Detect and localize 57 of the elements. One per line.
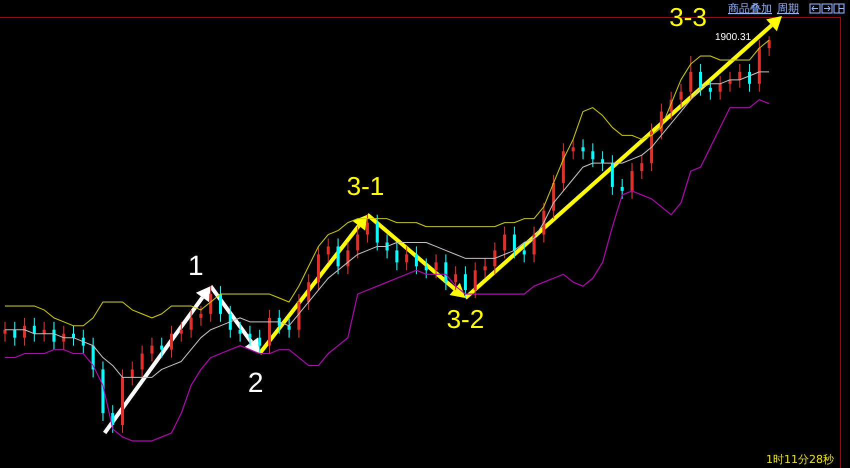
candlestick bbox=[190, 309, 193, 338]
candlestick bbox=[640, 154, 644, 180]
annotation: 1 bbox=[188, 250, 204, 281]
candlestick bbox=[248, 325, 252, 346]
candlestick bbox=[493, 242, 496, 275]
candlestick bbox=[474, 262, 477, 299]
candlestick bbox=[326, 238, 330, 263]
candlestick bbox=[434, 254, 438, 279]
annotation: 1900.31 bbox=[714, 32, 752, 44]
candlestick bbox=[356, 226, 360, 259]
candlestick bbox=[679, 83, 682, 108]
candlestick bbox=[689, 56, 692, 100]
candlestick bbox=[454, 266, 458, 291]
candlestick bbox=[522, 242, 526, 263]
candlestick bbox=[307, 274, 310, 310]
candlestick bbox=[610, 154, 614, 196]
candlestick bbox=[199, 305, 202, 326]
text: 商品叠加 bbox=[728, 2, 772, 15]
candlestick bbox=[376, 214, 379, 251]
candlestick bbox=[130, 360, 134, 386]
candlestick bbox=[288, 317, 291, 338]
candlestick bbox=[72, 325, 76, 346]
candlestick bbox=[346, 242, 350, 275]
candlestick bbox=[768, 36, 771, 57]
candlestick bbox=[336, 238, 340, 275]
candlestick bbox=[209, 286, 212, 322]
candlestick bbox=[414, 246, 418, 275]
candlestick bbox=[405, 246, 408, 271]
candlestick bbox=[620, 178, 624, 200]
candlestick bbox=[366, 214, 369, 243]
candlestick bbox=[150, 337, 154, 362]
candlestick bbox=[160, 337, 164, 358]
candlestick bbox=[258, 329, 262, 354]
candlestick bbox=[395, 242, 398, 271]
candlestick bbox=[748, 63, 752, 92]
candlestick bbox=[532, 226, 536, 263]
annotation: 3-2 bbox=[446, 304, 484, 334]
candlestick bbox=[660, 103, 663, 140]
candlestick bbox=[444, 254, 448, 291]
text: 周期 bbox=[777, 2, 799, 15]
candlestick bbox=[542, 202, 546, 243]
candlestick bbox=[218, 286, 222, 322]
candlestick bbox=[140, 345, 144, 378]
candlestick bbox=[591, 142, 594, 168]
candlestick bbox=[512, 226, 516, 259]
annotation: 3-1 bbox=[346, 171, 384, 201]
candlestick bbox=[228, 305, 232, 338]
candlestick bbox=[738, 63, 742, 88]
candlestick bbox=[699, 63, 702, 96]
candlestick bbox=[718, 75, 722, 100]
candlestick bbox=[503, 226, 506, 259]
candlestick bbox=[170, 325, 173, 358]
candlestick bbox=[630, 162, 634, 200]
candlestick bbox=[464, 266, 467, 299]
candlestick bbox=[111, 404, 114, 434]
text: 1时11分28秒 bbox=[766, 453, 834, 466]
annotation: 2 bbox=[248, 367, 264, 398]
